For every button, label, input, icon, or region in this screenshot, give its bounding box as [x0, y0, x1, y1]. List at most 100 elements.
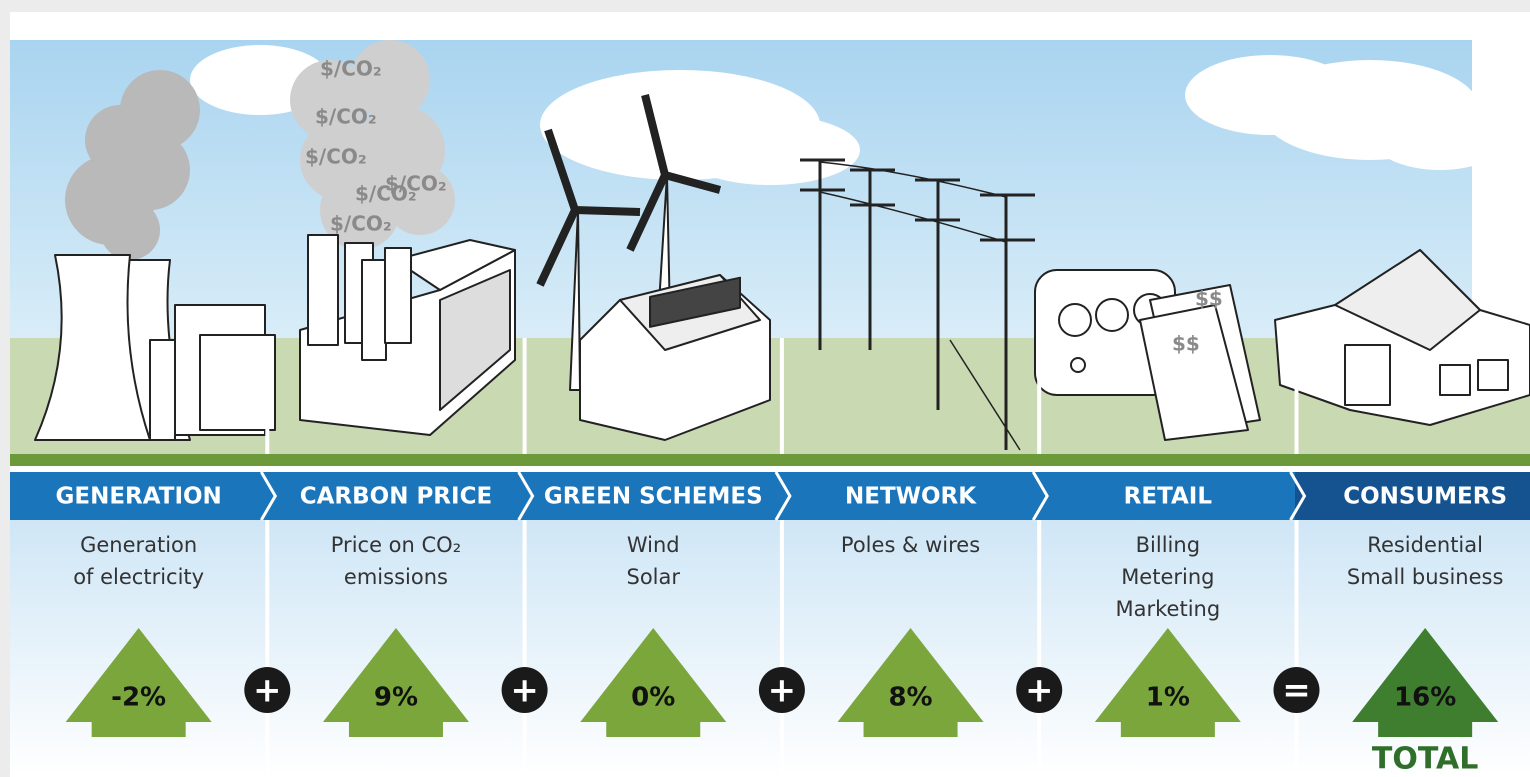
factory-part	[394, 239, 516, 291]
power-plant	[34, 254, 276, 441]
chevron	[1031, 471, 1049, 521]
operator-circle	[244, 667, 291, 713]
stage-description: of electricity	[73, 565, 204, 589]
stage-description: Solar	[626, 565, 680, 589]
stage-description: Wind	[627, 533, 680, 557]
operator: +	[768, 671, 797, 711]
stage-description: Price on CO₂	[331, 533, 461, 557]
operator-circle	[501, 667, 548, 713]
change-value: 1%	[1146, 683, 1190, 713]
factory-part	[439, 269, 511, 411]
cloud-part	[1370, 100, 1510, 170]
bill-label: $$	[1172, 332, 1200, 356]
ground-edge	[10, 454, 1530, 466]
change-value: 16%	[1394, 683, 1456, 713]
stage-description: Marketing	[1116, 597, 1221, 621]
house-part	[1477, 359, 1509, 391]
operator: +	[1025, 671, 1054, 711]
chevron	[1289, 471, 1307, 521]
lower-area	[10, 520, 1530, 777]
stage-description: Metering	[1121, 565, 1214, 589]
house-part	[649, 276, 741, 328]
stage-name: GREEN SCHEMES	[544, 484, 763, 510]
smoke	[65, 70, 200, 260]
stage-band-end	[1295, 472, 1530, 520]
meter-part	[1095, 298, 1129, 332]
stage-name: NETWORK	[845, 484, 977, 510]
stage-band	[10, 472, 1530, 520]
wind-turbine-part	[536, 128, 641, 287]
stage-description: Residential	[1367, 533, 1483, 557]
change-arrow	[837, 628, 984, 737]
cloud	[190, 45, 1510, 185]
change-value: 8%	[888, 683, 932, 713]
change-value: -2%	[111, 683, 166, 713]
meter	[1034, 269, 1261, 441]
house-part	[1334, 249, 1481, 351]
meter-part	[1058, 303, 1092, 337]
chevron	[517, 471, 535, 521]
labels: $/CO₂$/CO₂$/CO₂$/CO₂$/CO₂$/CO₂$$$$GENERA…	[55, 57, 1507, 777]
power-lines	[800, 158, 1035, 451]
house	[579, 274, 771, 441]
smoke-label: $/CO₂	[355, 182, 417, 206]
change-arrow	[1352, 628, 1499, 737]
change-arrow	[65, 628, 212, 737]
change-arrow	[580, 628, 727, 737]
chevron	[774, 471, 792, 521]
wind-turbine-part	[626, 94, 722, 252]
cloud-part	[680, 115, 860, 185]
stage-description: Generation	[80, 533, 197, 557]
power-lines-part	[818, 160, 1008, 450]
operator-circle	[1016, 667, 1063, 713]
smoke	[290, 40, 455, 250]
change-value: 0%	[631, 683, 675, 713]
power-lines-part	[949, 339, 1021, 451]
wind-turbine-part	[569, 209, 581, 391]
factory-part	[361, 259, 387, 361]
smoke-part	[385, 165, 455, 235]
operator: +	[253, 671, 282, 711]
chevron	[260, 471, 278, 521]
house-part	[1344, 344, 1391, 406]
wind-turbine	[536, 94, 722, 391]
power-plant-part	[149, 339, 176, 441]
power-lines-part	[819, 161, 1007, 243]
operator-circle	[758, 667, 805, 713]
operator: +	[510, 671, 539, 711]
smoke-label: $/CO₂	[305, 145, 367, 169]
total-label: TOTAL	[1372, 742, 1478, 777]
stage-description: Small business	[1347, 565, 1504, 589]
factory-part	[384, 247, 412, 344]
stage-name: GENERATION	[55, 484, 221, 510]
factory	[299, 234, 516, 436]
smoke-label: $/CO₂	[320, 57, 382, 81]
factory-part	[307, 234, 339, 346]
operator-circle	[1273, 667, 1320, 713]
stage-description: Billing	[1136, 533, 1200, 557]
stage-description: Poles & wires	[841, 533, 980, 557]
smoke-label: $/CO₂	[330, 212, 392, 236]
operator: =	[1282, 671, 1311, 711]
meter-part	[1070, 357, 1086, 373]
meter-part	[1139, 304, 1249, 441]
smoke-part	[100, 200, 160, 260]
smoke-part	[120, 70, 200, 150]
power-plant-part	[199, 334, 276, 431]
smoke-part	[320, 170, 400, 250]
bill-label: $$	[1195, 287, 1223, 311]
smoke-label: $/CO₂	[385, 172, 447, 196]
stage-name: CONSUMERS	[1343, 484, 1507, 510]
smoke-label: $/CO₂	[315, 105, 377, 129]
stage-description: emissions	[344, 565, 448, 589]
smoke-part	[350, 40, 430, 120]
house	[1274, 249, 1530, 426]
change-arrow	[322, 628, 469, 737]
change-arrow	[1094, 628, 1241, 737]
house-part	[1439, 364, 1471, 396]
stage-name: RETAIL	[1124, 484, 1213, 510]
stage-name: CARBON PRICE	[300, 484, 492, 510]
change-value: 9%	[374, 683, 418, 713]
